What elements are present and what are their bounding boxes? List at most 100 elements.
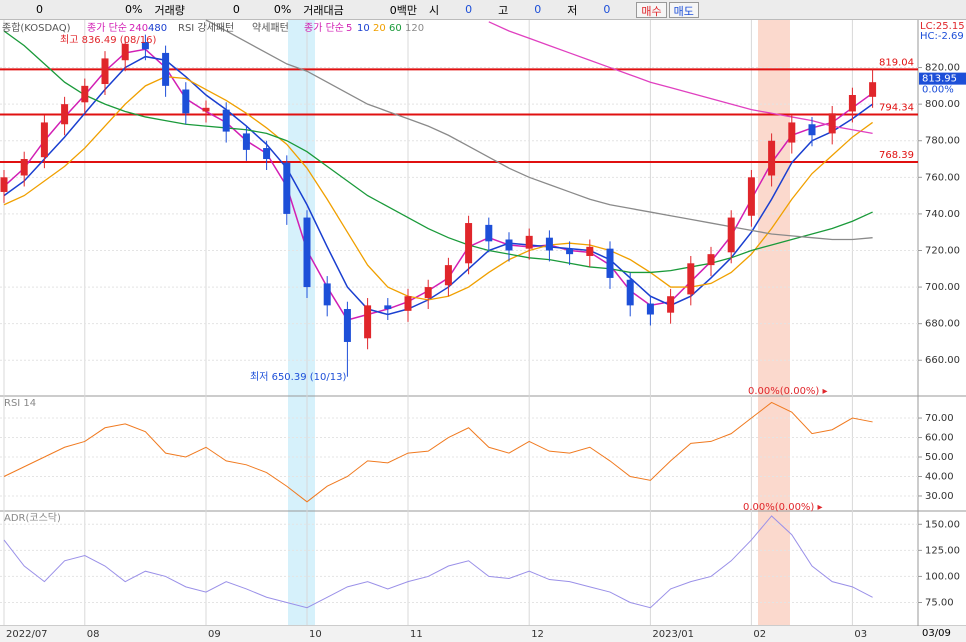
ma-line	[3, 55, 874, 316]
candle-body	[444, 265, 452, 286]
candle-body	[667, 296, 675, 313]
candle-body	[404, 296, 412, 311]
x-tick-label: 2022/07	[6, 629, 48, 640]
candle-body	[768, 140, 776, 176]
legend-text: 종합(KOSDAQ)	[2, 22, 71, 34]
candle-body	[81, 85, 89, 103]
field: 0	[465, 3, 473, 16]
candle-body	[162, 52, 170, 86]
legend-text: 5	[346, 23, 352, 34]
buy-button[interactable]: 매수	[636, 1, 667, 18]
candle-body	[828, 113, 836, 134]
x-tick-label: 10	[309, 629, 322, 640]
legend-text: 120	[405, 23, 424, 34]
candle-body	[384, 305, 392, 310]
candle-body	[545, 237, 553, 251]
y-tick-label: 700.00	[925, 282, 960, 293]
annotation: 최저 650.39 (10/13)	[250, 371, 346, 383]
candle-body	[788, 122, 796, 143]
last-price-box	[919, 72, 966, 85]
field: 저	[567, 3, 578, 17]
legend-text: 480	[148, 23, 167, 34]
candle-body	[61, 104, 69, 125]
toolbar: 0 0% 거래량 0 0% 거래대금 0백만 시 0 고 0 저 0 매수 매도	[0, 0, 966, 20]
legend-text: 종가 단순	[87, 22, 127, 34]
candle-body	[263, 148, 271, 160]
ma-line	[3, 30, 873, 274]
y-tick-label: 30.00	[925, 491, 954, 502]
candle-body	[525, 235, 533, 249]
candle-body	[626, 279, 634, 306]
x-tick-label: 02	[753, 629, 766, 640]
candle-body	[323, 283, 331, 306]
date-label: 03/09	[922, 628, 951, 639]
field: 0%	[273, 3, 292, 16]
candle-body	[202, 107, 210, 112]
y-tick-label: 60.00	[925, 433, 954, 444]
candle-body	[566, 248, 574, 255]
candle-body	[222, 109, 230, 132]
x-tick-label: 03	[854, 629, 867, 640]
candle-body	[707, 254, 715, 266]
hc-label: HC:-2.69	[920, 31, 964, 42]
candle-body	[0, 177, 8, 192]
candle-body	[808, 124, 816, 136]
x-tick-label: 2023/01	[652, 629, 694, 640]
field: 0	[36, 3, 43, 16]
annotation: 최고 836.49 (08/16)	[60, 34, 156, 46]
last-price: 813.95	[922, 74, 957, 85]
candle-body	[869, 82, 877, 97]
y-tick-label: 800.00	[925, 99, 960, 110]
legend-text: RSI 강세패턴	[178, 22, 234, 34]
field: 0백만	[389, 3, 418, 17]
field: 시	[429, 3, 440, 17]
field: 0%	[125, 3, 143, 16]
legend-text: 종가 단순	[304, 22, 344, 34]
candle-body	[283, 162, 291, 214]
candle-body	[424, 287, 432, 299]
y-tick-label: 740.00	[925, 209, 960, 220]
legend-text: 20	[373, 23, 386, 34]
x-axis-bg	[0, 626, 966, 642]
field: 거래량	[154, 3, 185, 17]
legend-text: 240	[129, 23, 148, 34]
candle-body	[646, 303, 654, 315]
y-tick-label: 75.00	[925, 597, 954, 608]
field: 0	[603, 3, 611, 16]
x-tick-label: 08	[87, 629, 100, 640]
y-tick-label: 680.00	[925, 319, 960, 330]
y-tick-label: 50.00	[925, 452, 954, 463]
candle-body	[687, 263, 695, 295]
y-tick-label: 760.00	[925, 172, 960, 183]
y-tick-label: 100.00	[925, 571, 960, 582]
candle-body	[121, 43, 129, 61]
field: 거래대금	[303, 3, 344, 17]
level-label: 768.39	[879, 150, 914, 161]
candle-body	[747, 177, 755, 216]
x-tick-label: 12	[531, 629, 544, 640]
level-label: 794.34	[879, 103, 914, 114]
level-label: 819.04	[879, 57, 914, 68]
field: 0	[232, 3, 240, 16]
panel-title: RSI 14	[4, 398, 36, 409]
y-tick-label: 820.00	[925, 63, 960, 74]
ma-line	[488, 21, 873, 135]
candle-body	[364, 305, 372, 339]
legend-text: 60	[389, 23, 402, 34]
legend-text: 10	[357, 23, 370, 34]
candle-body	[485, 224, 493, 242]
annotation: 0.00%(0.00%) ▸	[748, 386, 828, 397]
ma-line	[3, 48, 874, 321]
y-tick-label: 720.00	[925, 245, 960, 256]
candle-body	[586, 246, 594, 256]
legend-text: 약세패턴	[252, 22, 289, 34]
legend: 종합(KOSDAQ) 종가 단순 240 480 RSI 강세패턴 약세패턴 종…	[2, 22, 424, 34]
y-tick-label: 660.00	[925, 355, 960, 366]
y-tick-label: 780.00	[925, 136, 960, 147]
x-tick-label: 11	[410, 629, 423, 640]
candle-body	[848, 95, 856, 112]
candle-body	[20, 159, 28, 176]
candle-body	[40, 122, 48, 158]
sell-button[interactable]: 매도	[668, 1, 699, 18]
